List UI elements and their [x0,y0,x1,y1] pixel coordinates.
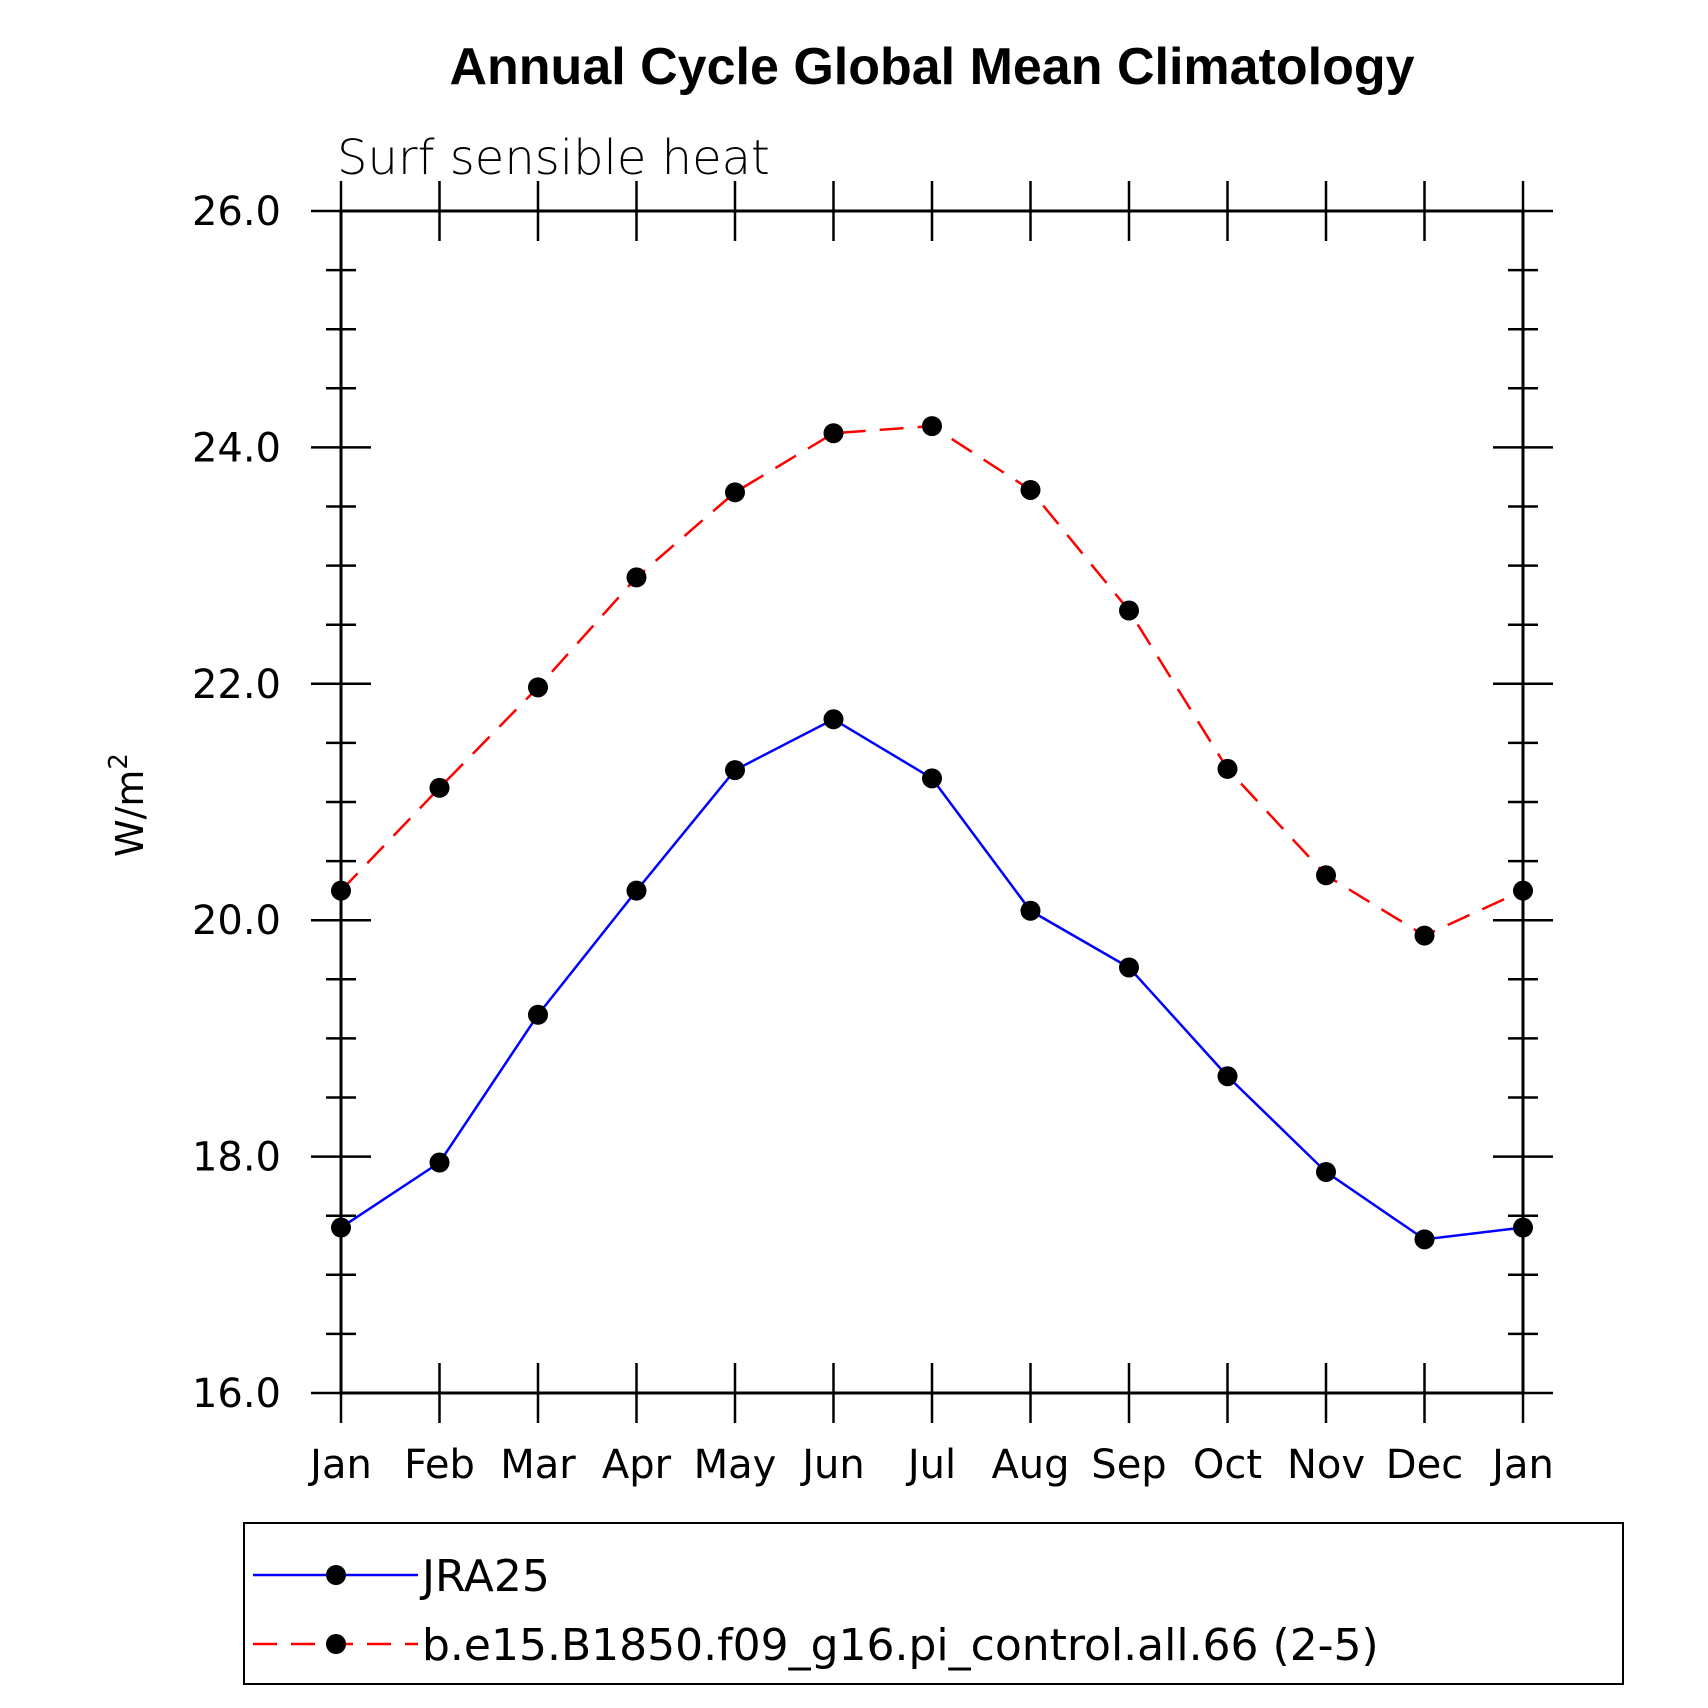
series-2-point [1217,758,1238,779]
x-tick-label: Apr [602,1442,672,1488]
y-tick-label: 16.0 [192,1371,281,1417]
chart-title: Annual Cycle Global Mean Climatology [449,38,1414,96]
legend-marker-1 [326,1565,346,1585]
y-tick-label: 22.0 [192,662,281,708]
series-1-point [1119,957,1139,978]
series-2-point [922,416,942,437]
series-1-point [1020,900,1041,921]
legend-box [243,1522,1624,1685]
y-axis-label: W/m2 [104,753,152,857]
series-1-point [331,1217,351,1238]
x-tick-label: Nov [1287,1442,1365,1488]
x-tick-label: Feb [404,1442,475,1488]
y-tick-label: 18.0 [192,1135,281,1181]
series-2-point [626,567,647,588]
y-axis-label-exponent: 2 [104,753,134,770]
legend-marker-2 [326,1634,346,1654]
plot-area: Jan Feb Mar Apr May Jun Jul Aug Sep Oct Nov Dec Jan 1… [192,181,1554,1488]
series-2-point [528,677,548,698]
series-2-point [331,880,351,901]
series-line-2 [340,424,1524,937]
series-2-point [1119,600,1139,621]
x-tick-label: Jan [1489,1442,1554,1488]
y-axis-label-main: W/m [108,770,152,857]
series-1-point [1316,1161,1336,1182]
legend-label-2: b.e15.B1850.f09_g16.pi_control.all.66 (2… [422,1620,1379,1671]
series-2-point [1414,925,1435,946]
series-line-1 [340,717,1524,1241]
series-1-point [725,760,745,781]
series-2-point [725,482,745,503]
x-tick-label: Dec [1386,1442,1463,1488]
series-2-point [1513,880,1533,901]
legend-label-1: JRA25 [419,1551,550,1602]
y-tick-label: 24.0 [192,425,281,471]
legend: JRA25 b.e15.B1850.f09_g16.pi_control.all.… [243,1522,1624,1685]
series-1-point [1513,1217,1533,1238]
plot-frame [339,209,1525,1395]
x-tick-label: Jun [799,1442,865,1488]
y-tick-label: 20.0 [192,898,281,944]
x-tick-label: May [694,1442,777,1488]
chart-subtitle: Surf sensible heat [337,130,770,186]
x-tick-label: Aug [991,1442,1069,1488]
x-tick-label: Sep [1091,1442,1166,1488]
series-1-point [1217,1066,1238,1087]
x-tick-label: Mar [500,1442,576,1488]
series-2-point [1020,479,1041,500]
series-2-point [1316,865,1336,886]
y-tick-label: 26.0 [192,189,281,235]
x-tick-label: Jul [905,1442,956,1488]
series-1-point [626,880,647,901]
series-2-point [429,777,450,798]
series-1-point [1414,1229,1435,1250]
series-1-point [528,1004,548,1025]
x-tick-label: Jan [307,1442,372,1488]
series-1-point [429,1152,450,1173]
series-2-point [823,423,844,444]
x-tick-label: Oct [1193,1442,1262,1488]
series-1-point [922,768,942,789]
series-1-point [823,709,844,730]
